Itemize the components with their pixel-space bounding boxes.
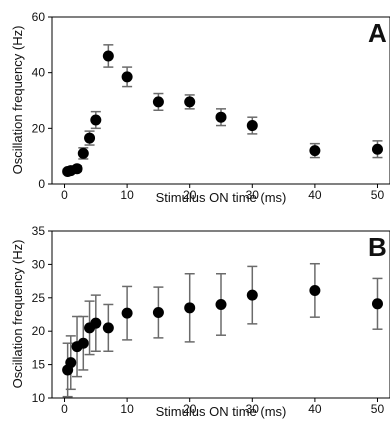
- panel-a-data-point: [102, 50, 114, 62]
- panel-b-x-tick-label: 10: [120, 402, 134, 416]
- panel-a-x-tick-label: 0: [61, 188, 68, 202]
- panel-a-letter: A: [368, 18, 387, 48]
- panel-b-data-point: [215, 298, 227, 310]
- panel-a-data-point: [184, 96, 196, 108]
- panel-b: 0 10 20 30 40 50 10 15 20 25 30 35 B Oscillation fr…: [10, 224, 390, 419]
- panel-b-data-point: [77, 337, 89, 349]
- panel-a-data-point: [77, 147, 89, 159]
- panel-a-data-point: [71, 163, 83, 175]
- panel-b-y-tick-label: 15: [32, 358, 46, 372]
- panel-a-y-tick-label: 60: [32, 10, 46, 24]
- panel-b-letter: B: [368, 232, 387, 262]
- panel-b-plot-frame: [51, 230, 390, 399]
- panel-b-data-point: [246, 289, 258, 301]
- panel-b-data-point: [65, 357, 77, 369]
- panel-a-x-tick-label: 40: [308, 188, 322, 202]
- panel-a-data-point: [121, 71, 133, 83]
- panel-b-x-tick-label: 0: [61, 402, 68, 416]
- panel-b-y-tick-label: 35: [32, 224, 46, 238]
- panel-a-data-point: [84, 132, 96, 144]
- panel-b-data-point: [121, 307, 133, 319]
- panel-a-x-axis-label: Stimulus ON time (ms): [156, 190, 287, 205]
- panel-a-x-tick-label: 30: [246, 188, 260, 202]
- panel-a-y-tick-label: 20: [32, 121, 46, 135]
- panel-a-marks: 0 10 20 30 40 50 0 20 40 60: [32, 10, 385, 202]
- panel-b-y-tick-label: 30: [32, 257, 46, 271]
- panel-b-data-point: [309, 284, 321, 296]
- panel-b-x-tick-label: 50: [371, 402, 385, 416]
- panel-b-data-point: [152, 306, 164, 318]
- panel-a-y-tick-label: 0: [38, 177, 45, 191]
- panel-a-data-point: [371, 143, 383, 155]
- panel-a-x-tick-label: 50: [371, 188, 385, 202]
- panel-b-marks: 0 10 20 30 40 50 10 15 20 25 30 35: [32, 224, 385, 416]
- panel-a-data-point: [90, 114, 102, 126]
- panel-b-x-tick-label: 20: [183, 402, 197, 416]
- panel-b-y-tick-label: 25: [32, 291, 46, 305]
- panel-a-y-axis-label: Oscillation frequency (Hz): [10, 26, 25, 175]
- panel-b-y-axis-label: Oscillation frequency (Hz): [10, 240, 25, 389]
- panel-b-data-point: [184, 302, 196, 314]
- panel-a-data-point: [152, 96, 164, 108]
- panel-a-x-tick-label: 20: [183, 188, 197, 202]
- panel-b-x-axis-label: Stimulus ON time (ms): [156, 404, 287, 419]
- panel-a-data-point: [215, 111, 227, 123]
- panel-b-y-tick-label: 20: [32, 324, 46, 338]
- panel-b-data-point: [90, 317, 102, 329]
- panel-b-x-tick-label: 30: [246, 402, 260, 416]
- panel-a-data-point: [246, 120, 258, 132]
- panel-b-x-tick-label: 40: [308, 402, 322, 416]
- panel-a: 0 10 20 30 40 50 0 20 40 60 A Oscillation frequen…: [10, 10, 390, 205]
- panel-a-plot-frame: [51, 16, 390, 185]
- panel-a-y-tick-label: 40: [32, 66, 46, 80]
- panel-b-y-tick-label: 10: [32, 391, 46, 405]
- panel-b-data-point: [102, 322, 114, 334]
- panel-a-data-point: [309, 145, 321, 157]
- panel-b-data-point: [371, 298, 383, 310]
- panel-a-x-tick-label: 10: [120, 188, 134, 202]
